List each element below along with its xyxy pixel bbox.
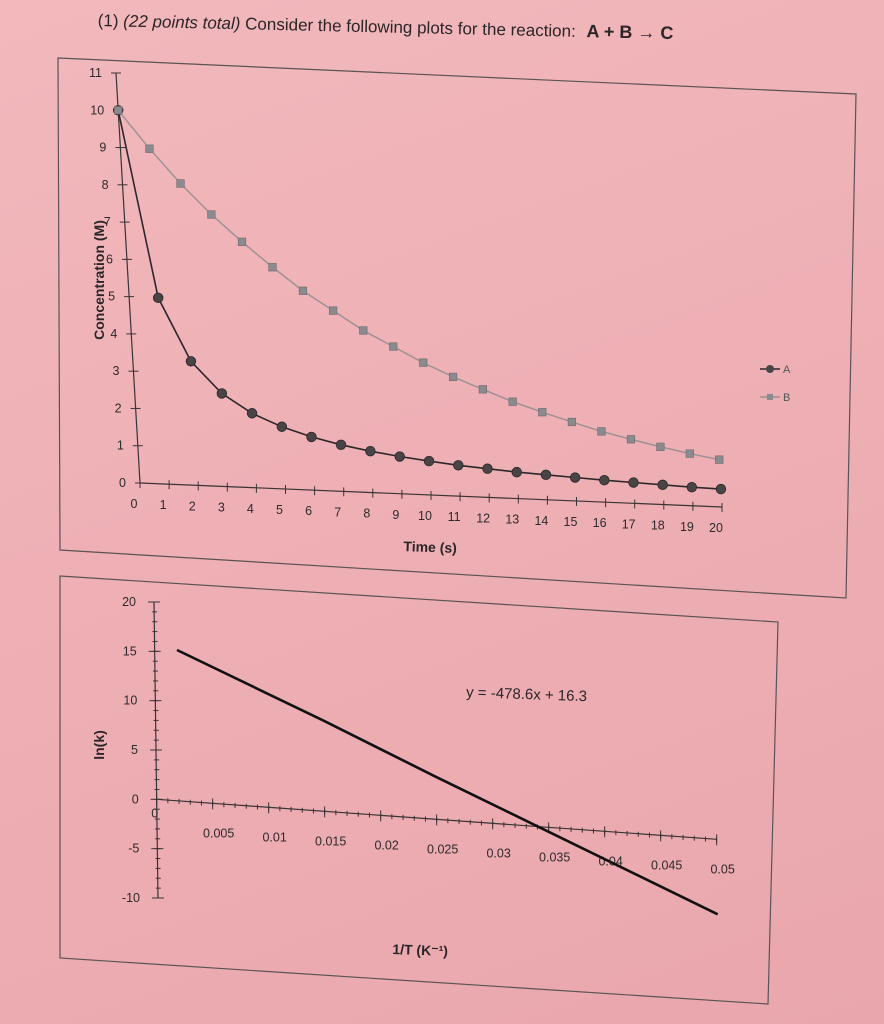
chart1-x-tick-label: 15 [564,515,578,529]
chart1-series-A-point [306,431,317,443]
chart1-x-tick-label: 4 [247,502,254,516]
chart1-series-B-point [176,179,185,188]
chart1-series-B-point [597,427,606,436]
chart1-x-tick-label: 13 [505,513,519,527]
chart1-series-B-point [685,449,694,458]
chart1-y-axis [115,72,141,484]
chart1-x-tick-label: 6 [305,504,312,518]
chart1-series-A-point [246,408,258,419]
chart1-series-A-point [453,460,464,471]
chart1-y-tick-label: 10 [90,103,104,117]
chart1-series-B-point [237,237,247,246]
chart1-x-tick-label: 11 [448,510,461,524]
chart1-series-A-point [482,463,493,474]
chart1-x-tick-label: 10 [418,509,432,523]
chart1-series-A-point [628,477,639,488]
legend-label-A: A [783,364,791,376]
chart1-series-B-point [389,342,398,351]
chart1-x-tick-label: 7 [334,505,341,519]
chart1-y-axis-label: Concentration (M) [91,220,107,340]
chart1-series-B-point [715,455,724,464]
chart1-series-A-point [335,439,347,451]
chart1-series-B-point [449,372,458,382]
chart1-x-tick-label: 5 [276,503,283,517]
chart1-x-tick-label: 12 [476,511,490,525]
chart1-x-tick-label: 14 [534,514,548,528]
chart1-series-B-point [419,358,428,367]
legend-marker-B [767,394,773,400]
chart1-series-B-point [656,442,665,451]
chart1-y-tick-label: 8 [102,178,109,192]
chart1-y-tick-label: 4 [110,327,117,341]
chart1-series-B-point [207,210,216,219]
chart1-x-tick-label: 2 [189,499,196,513]
chart1-series-A-point [152,292,164,304]
chart1-series-A-point [394,451,405,462]
legend-label-B: B [783,392,790,404]
chart1-series-A-point [599,475,610,486]
chart1-series-A-point [686,481,698,493]
chart1-series-B-point [114,106,123,115]
chart1-series-A-point [540,469,552,481]
chart1-series-B-line [117,109,720,461]
chart1-series-B-point [478,385,487,394]
chart1-y-tick-label: 7 [104,215,111,229]
chart1-x-tick-label: 17 [622,517,636,531]
chart1-x-tick-label: 18 [651,519,665,533]
chart1-y-tick-label: 6 [106,252,113,266]
chart1-x-tick-label: 1 [160,498,167,512]
chart1-series-A-point [569,472,581,483]
chart1-x-tick-label: 19 [680,520,694,534]
chart1-x-tick-label: 0 [131,497,138,511]
chart1-series-A-point [657,479,668,491]
chart1-series-B-point [508,397,517,406]
chart1-y-tick-label: 5 [108,290,115,304]
chart1-series-A-point [511,466,522,478]
chart1-x-axis-label: Time (s) [403,538,457,556]
chart1-y-tick-label: 0 [119,476,126,490]
chart1-series-A-point [216,388,228,399]
chart1-series-A-point [423,455,435,467]
chart1-series-B-point [329,306,338,315]
chart1-series-B-point [145,144,154,153]
chart1-series-B-point [626,435,636,444]
chart1-series-B-point [298,286,308,295]
chart1-y-tick-label: 11 [89,66,102,80]
legend-marker-A [766,365,774,373]
chart1-series-B-point [567,417,576,427]
chart1-series-A-point [365,446,376,457]
chart1-series-B-point [538,408,547,417]
chart1-x-tick-label: 16 [593,516,607,530]
chart1-series-B-point [359,326,368,335]
chart1-x-tick-label: 3 [218,501,225,515]
chart1-x-tick-label: 8 [363,507,370,521]
chart1-y-tick-label: 1 [117,439,124,453]
chart1-y-tick-label: 3 [113,364,120,378]
chart1-series-A-point [185,356,197,367]
chart1-series-A-line [117,110,722,490]
chart1-series-A-point [715,483,727,495]
chart1-frame [57,57,857,599]
chart1-x-tick-label: 9 [392,508,399,522]
chart1-series-A-point [276,421,288,432]
chart1-series-B-point [268,263,277,272]
chart1-x-tick-label: 20 [709,521,723,535]
chart1-y-tick-label: 9 [99,141,106,155]
chart1-legend: AB [760,364,791,404]
chart1-y-tick-label: 2 [115,401,122,415]
